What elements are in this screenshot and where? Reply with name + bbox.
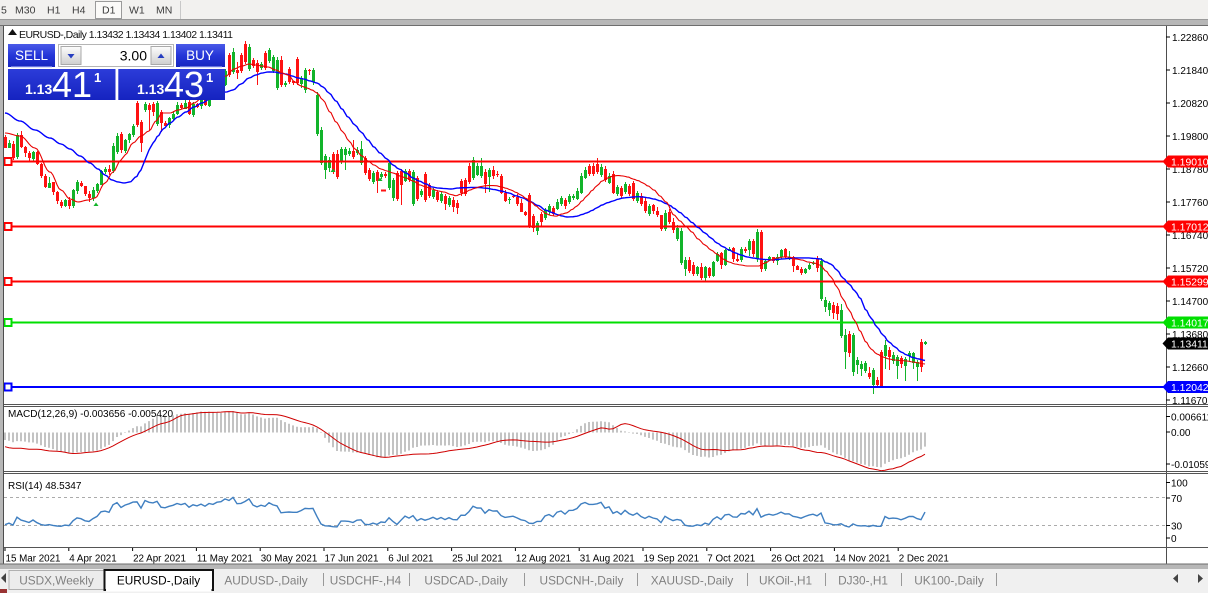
svg-text:0.00: 0.00	[1171, 428, 1191, 439]
svg-text:2 Dec 2021: 2 Dec 2021	[899, 553, 949, 564]
svg-text:H1: H1	[47, 5, 61, 17]
svg-text:-0.010595: -0.010595	[1171, 460, 1208, 471]
svg-text:6 Jul 2021: 6 Jul 2021	[388, 553, 433, 564]
svg-text:1.12660: 1.12660	[1172, 363, 1208, 374]
svg-text:25 Jul 2021: 25 Jul 2021	[452, 553, 503, 564]
svg-text:30 May 2021: 30 May 2021	[261, 553, 318, 564]
svg-text:0: 0	[1171, 534, 1177, 545]
svg-text:5: 5	[1, 5, 7, 17]
svg-text:M30: M30	[15, 5, 36, 17]
svg-text:100: 100	[1171, 478, 1188, 489]
svg-text:4 Apr 2021: 4 Apr 2021	[69, 553, 116, 564]
svg-text:19 Sep 2021: 19 Sep 2021	[644, 553, 700, 564]
svg-text:MN: MN	[156, 5, 172, 17]
svg-text:1.22860: 1.22860	[1172, 33, 1208, 44]
svg-text:1.21840: 1.21840	[1172, 66, 1208, 77]
svg-text:30: 30	[1171, 521, 1183, 532]
svg-text:D1: D1	[102, 5, 116, 17]
svg-text:1.14017: 1.14017	[1171, 318, 1208, 329]
svg-text:1.13: 1.13	[25, 81, 52, 97]
svg-text:14 Nov 2021: 14 Nov 2021	[835, 553, 891, 564]
svg-text:70: 70	[1171, 494, 1183, 505]
svg-text:15 Mar 2021: 15 Mar 2021	[6, 553, 61, 564]
svg-text:17 Jun 2021: 17 Jun 2021	[325, 553, 379, 564]
svg-text:1.20820: 1.20820	[1172, 99, 1208, 110]
svg-text:1.15299: 1.15299	[1171, 277, 1208, 288]
svg-text:1.11670: 1.11670	[1172, 396, 1208, 407]
svg-text:12 Aug 2021: 12 Aug 2021	[516, 553, 571, 564]
svg-text:H4: H4	[72, 5, 86, 17]
svg-text:USDCNH-,Daily: USDCNH-,Daily	[540, 574, 624, 588]
svg-text:USDCAD-,Daily: USDCAD-,Daily	[424, 574, 507, 588]
svg-text:41: 41	[52, 64, 92, 105]
svg-text:1: 1	[206, 70, 213, 85]
svg-text:1.15720: 1.15720	[1172, 264, 1208, 275]
svg-text:1.16740: 1.16740	[1172, 231, 1208, 242]
svg-text:1.13: 1.13	[137, 81, 164, 97]
svg-text:AUDUSD-,Daily: AUDUSD-,Daily	[224, 574, 307, 588]
svg-text:1.19800: 1.19800	[1172, 132, 1208, 143]
svg-text:1.19010: 1.19010	[1171, 157, 1208, 168]
svg-text:BUY: BUY	[186, 48, 214, 63]
svg-text:USDX,Weekly: USDX,Weekly	[19, 574, 94, 588]
svg-text:1.13411: 1.13411	[1171, 339, 1208, 350]
svg-text:31 Aug 2021: 31 Aug 2021	[580, 553, 635, 564]
svg-text:1.17012: 1.17012	[1171, 222, 1208, 233]
svg-text:1.13680: 1.13680	[1172, 330, 1208, 341]
svg-text:26 Oct 2021: 26 Oct 2021	[771, 553, 824, 564]
svg-text:USDCHF-,H4: USDCHF-,H4	[330, 574, 402, 588]
svg-text:22 Apr 2021: 22 Apr 2021	[133, 553, 186, 564]
svg-text:UK100-,Daily: UK100-,Daily	[914, 574, 984, 588]
svg-text:MACD(12,26,9) -0.003656 -0.005: MACD(12,26,9) -0.003656 -0.005420	[8, 409, 174, 420]
svg-text:3.00: 3.00	[120, 48, 147, 64]
svg-text:1.14700: 1.14700	[1172, 297, 1208, 308]
svg-text:1.17760: 1.17760	[1172, 198, 1208, 209]
svg-text:UKOil-,H1: UKOil-,H1	[759, 574, 812, 588]
svg-text:11 May 2021: 11 May 2021	[197, 553, 253, 564]
svg-text:0.006611: 0.006611	[1171, 412, 1208, 423]
svg-text:W1: W1	[129, 5, 145, 17]
svg-text:1.18780: 1.18780	[1172, 165, 1208, 176]
svg-text:7 Oct 2021: 7 Oct 2021	[707, 553, 755, 564]
svg-text:1: 1	[94, 70, 101, 85]
svg-text:EURUSD-,Daily 1.13432 1.13434: EURUSD-,Daily 1.13432 1.13434 1.13402 1.…	[19, 29, 233, 41]
svg-text:DJ30-,H1: DJ30-,H1	[838, 574, 888, 588]
svg-text:EURUSD-,Daily: EURUSD-,Daily	[117, 574, 200, 588]
svg-text:1.12042: 1.12042	[1171, 383, 1208, 394]
svg-text:SELL: SELL	[15, 48, 49, 63]
svg-text:XAUUSD-,Daily: XAUUSD-,Daily	[651, 574, 734, 588]
svg-text:43: 43	[164, 64, 204, 105]
svg-text:RSI(14) 48.5347: RSI(14) 48.5347	[8, 481, 82, 492]
